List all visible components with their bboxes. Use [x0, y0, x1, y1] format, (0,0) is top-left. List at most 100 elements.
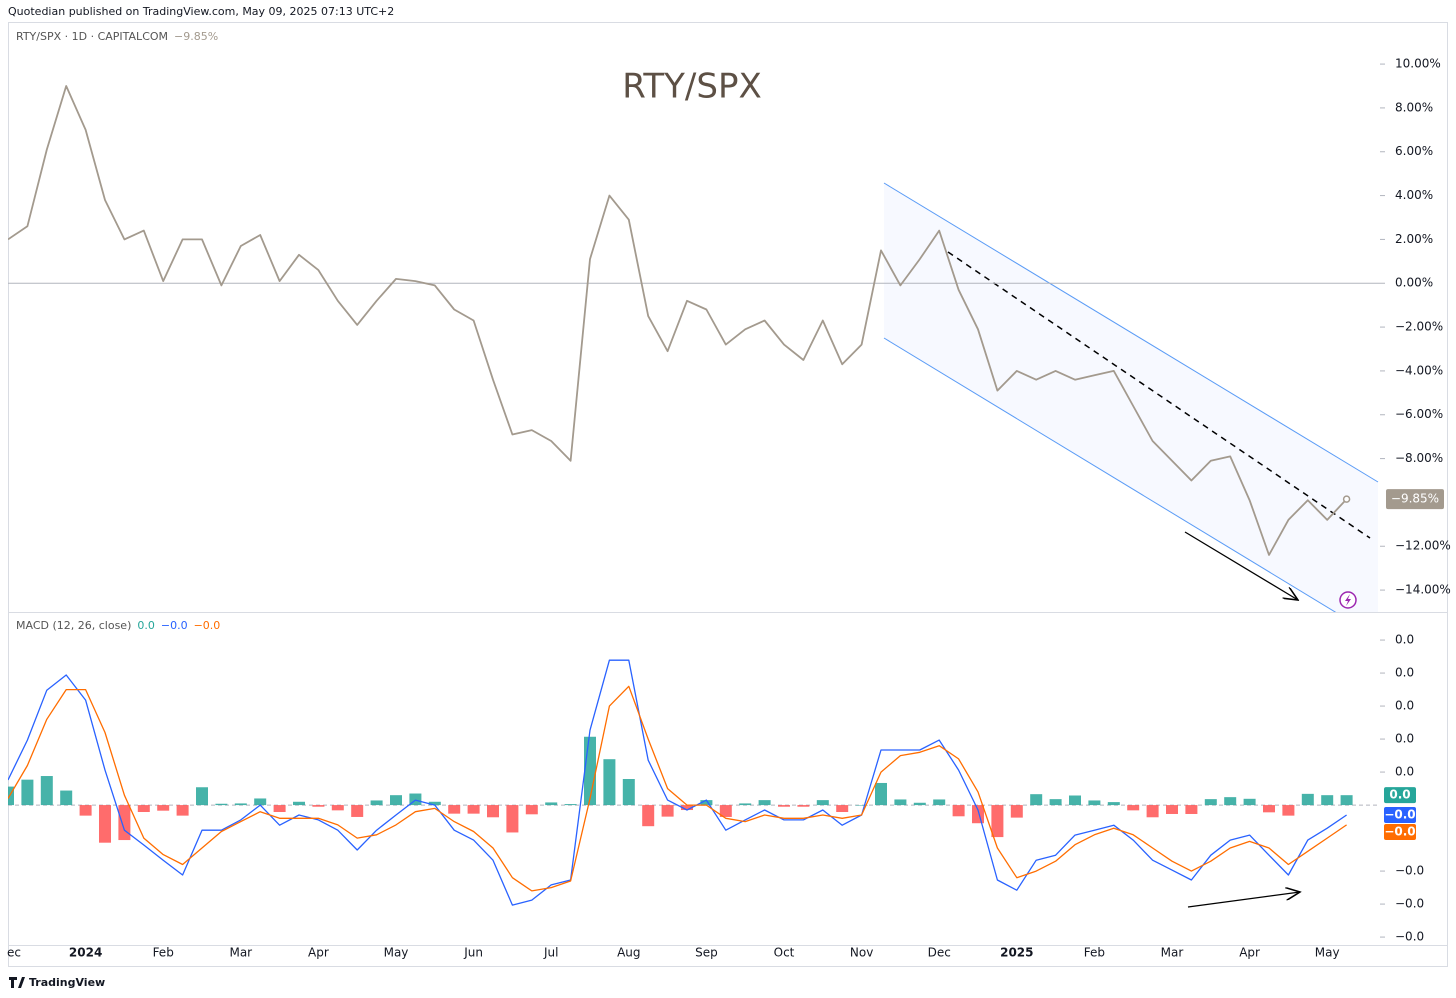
histogram-bar [1301, 793, 1314, 806]
histogram-bar [157, 805, 170, 811]
histogram-bar [1107, 802, 1120, 806]
value-badge-label: 0.0 [1389, 788, 1410, 802]
price-line [8, 85, 1348, 556]
histogram-bar [991, 805, 1004, 838]
histogram-bar [622, 779, 635, 806]
histogram-bar [448, 805, 461, 814]
histogram-bar [972, 805, 984, 824]
histogram-bar [118, 805, 131, 841]
y-tick-label: −2.00% [1395, 320, 1443, 334]
x-tick-label: 2024 [69, 946, 102, 960]
arrow [1187, 892, 1300, 908]
channel [883, 182, 1379, 612]
value-badge-label: −0.0 [1384, 824, 1415, 838]
histogram-bar [1185, 805, 1198, 814]
y-tick-label: −0.0 [1395, 930, 1424, 944]
histogram-bar [99, 805, 111, 843]
histogram-bar [681, 805, 693, 811]
x-tick-label: Dec [928, 946, 951, 960]
histogram-bar [8, 786, 14, 806]
x-tick-label: Sep [695, 946, 718, 960]
y-tick-label: −8.00% [1395, 451, 1443, 465]
histogram-bar [584, 736, 596, 806]
histogram-bar [603, 759, 616, 806]
histogram-bar [176, 805, 189, 816]
histogram-bar [661, 805, 674, 817]
histogram-bar [913, 802, 926, 806]
x-tick-label: Mar [1161, 946, 1184, 960]
histogram-bar [1321, 795, 1334, 806]
y-tick-label: 10.00% [1395, 57, 1441, 71]
x-tick-label: Feb [153, 946, 174, 960]
histogram-bar [21, 779, 34, 806]
x-tick-label: Oct [774, 946, 795, 960]
x-tick-label: Apr [1239, 946, 1260, 960]
x-tick-label: May [384, 946, 409, 960]
y-tick-label: 0.0 [1395, 633, 1414, 647]
x-tick-label: Mar [229, 946, 252, 960]
histogram-bar [545, 802, 558, 806]
histogram-bar [894, 799, 907, 806]
histogram-bar [1088, 800, 1101, 806]
histogram-bar [739, 803, 752, 806]
histogram-bar [234, 803, 247, 806]
x-tick-label: Nov [850, 946, 873, 960]
y-tick-label: −6.00% [1395, 407, 1443, 421]
legend-value: −0.0 [194, 619, 221, 632]
histogram-bar [312, 805, 325, 807]
y-tick-label: 0.0 [1395, 699, 1414, 713]
chart-title: RTY/SPX [622, 67, 762, 107]
frame [8, 22, 1448, 967]
x-tick-label: ec [7, 946, 21, 960]
histogram-bar [525, 805, 538, 815]
y-tick-label: 6.00% [1395, 144, 1433, 158]
histogram-bar [642, 805, 655, 827]
histogram-bar [196, 787, 208, 806]
legend-value: −0.0 [161, 619, 188, 632]
histogram-bar [816, 800, 829, 806]
histogram-bar [137, 805, 150, 813]
y-tick-label: −0.0 [1395, 864, 1424, 878]
legend-value: 0.0 [137, 619, 155, 632]
brand: TradingView [29, 976, 105, 989]
x-tick-label: Jul [543, 946, 558, 960]
y-tick-label: −0.0 [1395, 897, 1424, 911]
legend: RTY/SPX · 1D · CAPITALCOM [16, 30, 168, 43]
histogram-bar [331, 805, 344, 811]
y-tick-label: 0.0 [1395, 732, 1414, 746]
y-tick-label: −14.00% [1395, 583, 1451, 597]
histogram-bar [564, 804, 577, 806]
histogram-bar [952, 805, 965, 817]
histogram-bar [40, 776, 53, 806]
histogram-bar [797, 805, 810, 807]
histogram-bar [1243, 798, 1256, 806]
histogram-bar [1010, 805, 1023, 818]
channel-fill [884, 183, 1378, 612]
histogram-bar [1224, 797, 1237, 806]
histogram-bar [390, 795, 402, 806]
price-badge-label: −9.85% [1391, 492, 1439, 506]
y-tick-label: 8.00% [1395, 100, 1433, 114]
histogram-bar [1204, 799, 1217, 806]
channel-upper [883, 182, 1379, 483]
brand-logo [9, 977, 25, 988]
legend: MACD (12, 26, close) [16, 619, 131, 632]
value-badge [1384, 823, 1416, 840]
histogram-bar [1146, 805, 1159, 818]
histogram-bar [700, 800, 713, 806]
pane [8, 85, 1380, 556]
histogram-bar [79, 805, 92, 816]
histogram-bar [719, 805, 732, 817]
histogram-bar [1340, 795, 1353, 806]
price-badge [1386, 489, 1444, 510]
last-point [1342, 495, 1351, 503]
value-badge [1384, 806, 1416, 823]
histogram-bar [933, 799, 946, 806]
histogram-bar [1263, 805, 1275, 813]
histogram-bar [487, 805, 499, 818]
value-badge-label: −0.0 [1384, 807, 1415, 821]
macd-line [8, 685, 1347, 892]
histogram-bar [1030, 794, 1043, 806]
